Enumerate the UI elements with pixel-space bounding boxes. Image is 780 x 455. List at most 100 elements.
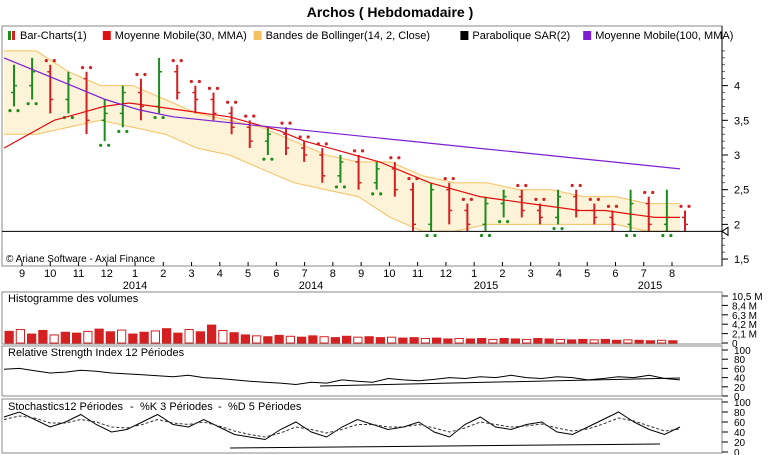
sar-dot — [425, 233, 429, 238]
volume-bar — [477, 338, 487, 344]
price-tick-label: 3 — [734, 150, 740, 162]
volume-bar — [117, 329, 127, 344]
legend-label: Bandes de Bollinger(14, 2, Close) — [266, 30, 430, 42]
bollinger-line — [4, 119, 680, 232]
volume-bar — [454, 338, 464, 344]
ma30-line — [3, 102, 680, 218]
sar-dot — [171, 59, 175, 63]
sar-dot — [443, 176, 447, 181]
price-panel — [1, 25, 723, 267]
time-tick-label: 2 — [499, 268, 505, 280]
sar-dot — [498, 220, 502, 224]
volume-tick-label: 0 — [732, 339, 738, 350]
volume-bar — [274, 334, 284, 344]
time-tick-label: 8 — [669, 268, 675, 280]
stochastic-panel — [1, 398, 723, 454]
time-tick-label: 5 — [245, 268, 251, 280]
volume-bar — [600, 338, 610, 344]
sar-dot — [524, 183, 528, 188]
rsi-tick-label: 0 — [734, 392, 740, 403]
volume-bar — [240, 334, 250, 344]
sar-dot — [632, 233, 637, 238]
sar-dot — [44, 59, 48, 63]
time-tick-label: 12 — [101, 268, 113, 280]
sar-dot — [606, 204, 611, 208]
sar-dot — [52, 59, 56, 63]
volume-bar — [4, 330, 14, 344]
sar-dot — [280, 121, 284, 125]
legend-label: Bar-Charts(1) — [20, 30, 87, 42]
sar-dot — [451, 176, 455, 181]
rsi-panel — [1, 345, 723, 397]
volume-bar — [578, 338, 588, 344]
stochastic-sep: - — [130, 401, 134, 413]
sar-dot — [433, 233, 437, 238]
last-price-marker — [721, 226, 729, 237]
volume-bar — [139, 331, 149, 344]
stochastic-tick-label: 100 — [734, 398, 751, 409]
stochastic-k-line — [3, 411, 681, 441]
time-tick-label: 2 — [160, 268, 166, 280]
volume-bar — [285, 335, 295, 344]
sar-dot — [614, 204, 619, 208]
sar-dot — [26, 102, 30, 106]
volume-bar — [398, 337, 408, 344]
volume-bar — [162, 328, 172, 344]
time-tick-label: 6 — [273, 268, 279, 280]
volume-bar — [94, 328, 104, 344]
time-tick-label: 9 — [358, 268, 364, 280]
legend-label: Moyenne Mobile(30, MMA) — [115, 30, 247, 42]
volume-tick-label: 10,5 M — [732, 292, 763, 303]
sar-dot — [506, 220, 510, 224]
volume-bar — [589, 339, 599, 344]
sar-dot — [596, 197, 600, 201]
sar-dot — [262, 157, 266, 161]
sar-dot — [479, 233, 484, 238]
sar-dot — [117, 129, 121, 134]
time-tick-label: 3 — [189, 268, 195, 280]
sar-dot — [143, 72, 147, 77]
volume-bar — [353, 336, 363, 344]
sar-dot — [107, 143, 111, 147]
sar-dot — [197, 79, 201, 84]
sar-dot — [80, 65, 85, 70]
sar-dot — [389, 156, 393, 160]
sar-dot — [461, 197, 465, 201]
time-tick-label: 1 — [471, 268, 477, 280]
stochastic-tick-label: 0 — [734, 448, 740, 455]
sar-dot — [99, 143, 103, 147]
sar-dot — [179, 59, 183, 63]
sar-dot — [8, 109, 12, 113]
sar-dot — [687, 204, 691, 208]
sar-dot — [542, 197, 546, 201]
time-tick-label: 7 — [302, 268, 308, 280]
sar-dot — [407, 176, 411, 181]
volume-bar — [173, 332, 183, 344]
sar-dot — [352, 149, 357, 153]
volume-bar — [499, 338, 509, 344]
stochastic-sep: - — [218, 401, 222, 413]
price-tick-label: 2,5 — [734, 185, 749, 197]
volume-bar — [128, 333, 138, 344]
sar-dot — [88, 65, 93, 70]
sar-dot — [244, 114, 248, 118]
volume-bar — [375, 337, 385, 344]
bollinger-line — [4, 50, 680, 205]
volume-bar — [544, 338, 554, 344]
price-tick-label: 4 — [734, 81, 740, 93]
sar-dot — [469, 197, 473, 201]
sar-dot — [16, 109, 20, 113]
legend-swatch — [102, 31, 111, 40]
sar-dot — [487, 233, 492, 238]
volume-tick-label: 2,1 M — [732, 330, 757, 341]
legend-swatch — [253, 31, 262, 40]
sar-dot — [588, 197, 592, 201]
sar-dot — [679, 204, 683, 208]
legend-label: Moyenne Mobile(100, MMA) — [595, 30, 733, 42]
time-tick-label: 1 — [132, 268, 138, 280]
time-tick-label: 6 — [612, 268, 618, 280]
stochastic-title: Stochastics12 Périodes — [8, 401, 123, 413]
volume-bar — [263, 336, 273, 344]
sar-dot — [270, 157, 274, 161]
rsi-tick-label: 40 — [734, 374, 746, 385]
